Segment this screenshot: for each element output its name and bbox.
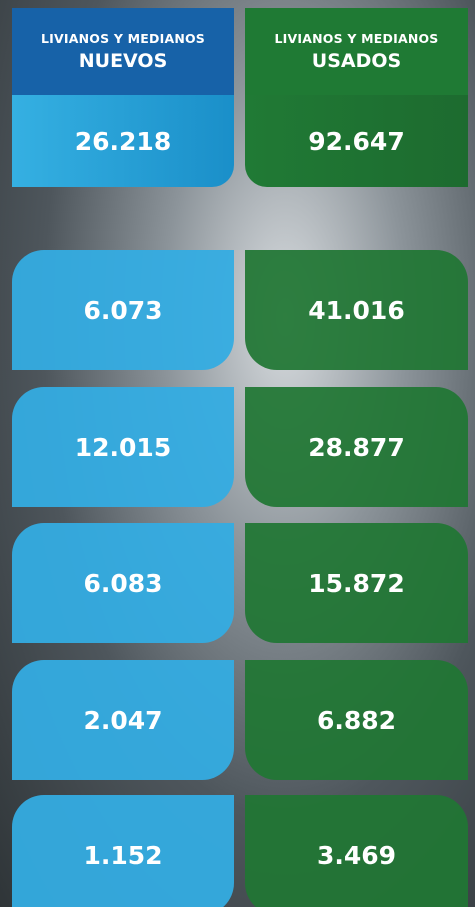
- value-cell: 1.152: [12, 795, 234, 907]
- cell-value: 12.015: [74, 432, 172, 462]
- cell-value: 41.016: [308, 295, 405, 325]
- value-cell: 12.015: [12, 387, 234, 507]
- cell-value: 28.877: [308, 432, 405, 462]
- header-subtitle: LIVIANOS Y MEDIANOS: [274, 31, 439, 46]
- cell-value: 2.047: [83, 705, 163, 735]
- header-usados: LIVIANOS Y MEDIANOS USADOS: [245, 8, 468, 95]
- cell-value: 6.083: [83, 568, 163, 598]
- value-cell: 6.882: [245, 660, 468, 780]
- cell-value: 1.152: [83, 840, 163, 870]
- cell-value: 3.469: [316, 840, 397, 870]
- header-subtitle: LIVIANOS Y MEDIANOS: [40, 31, 206, 46]
- cell-value: 6.073: [83, 295, 163, 325]
- header-title: NUEVOS: [78, 50, 168, 72]
- header-nuevos: LIVIANOS Y MEDIANOS NUEVOS: [12, 8, 234, 95]
- value-cell: 41.016: [245, 250, 468, 370]
- total-cell: 92.647: [245, 95, 468, 187]
- cell-value: 6.882: [316, 705, 397, 735]
- value-cell: 28.877: [245, 387, 468, 507]
- value-cell: 6.073: [12, 250, 234, 370]
- value-cell: 2.047: [12, 660, 234, 780]
- value-cell: 3.469: [245, 795, 468, 907]
- value-cell: 6.083: [12, 523, 234, 643]
- total-value: 26.218: [74, 126, 172, 156]
- value-cell: 15.872: [245, 523, 468, 643]
- total-value: 92.647: [308, 126, 405, 156]
- header-title: USADOS: [311, 50, 402, 72]
- cell-value: 15.872: [308, 568, 405, 598]
- total-cell: 26.218: [12, 95, 234, 187]
